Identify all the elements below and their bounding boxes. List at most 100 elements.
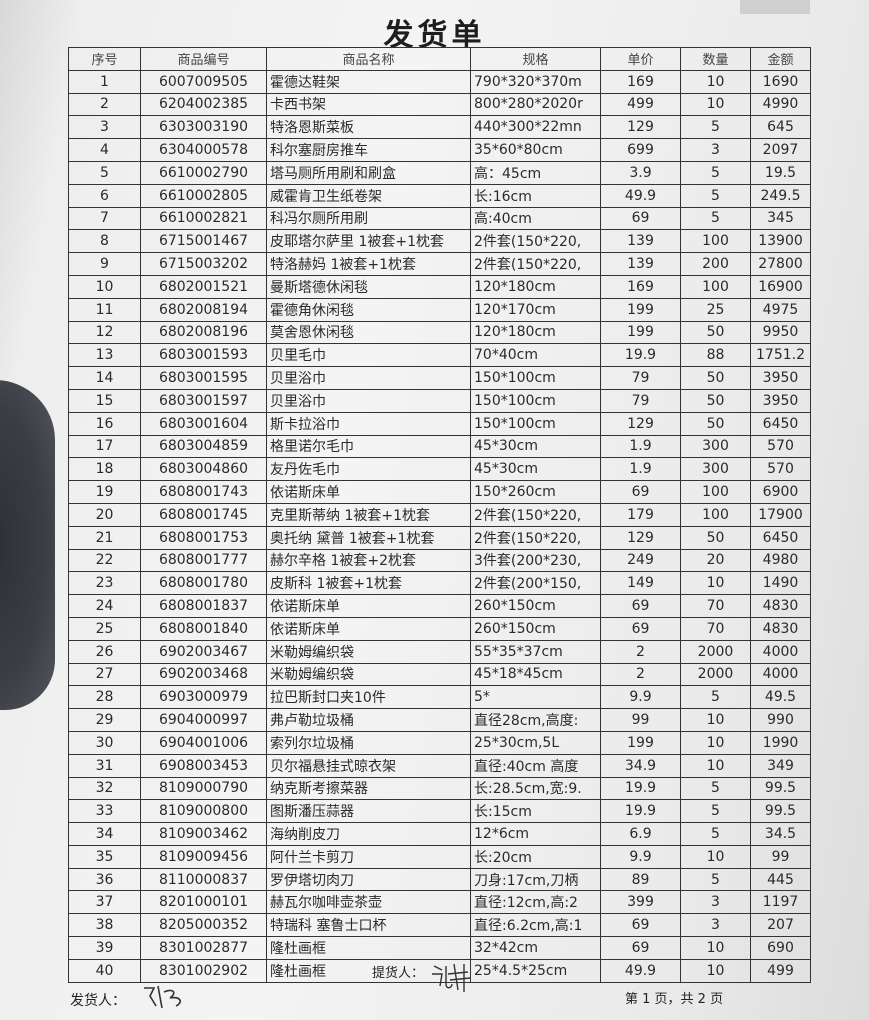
table-row: 8 6715001467 皮耶塔尔萨里 1被套+1枕套 2件套(150*220, 139…: [68, 229, 811, 254]
product-code-cell: 6304000578: [140, 138, 267, 162]
table-row: 10 6802001521 曼斯塔德休闲毯 120*180cm 169 100 16900: [68, 274, 811, 299]
specification-cell: 120*180cm: [470, 320, 601, 345]
row-number-cell: 24: [68, 594, 141, 618]
unit-price-cell: 1.9: [600, 457, 681, 482]
specification-cell: 12*6cm: [470, 822, 601, 846]
unit-price-cell: 9.9: [600, 685, 681, 710]
unit-price-cell: 139: [600, 252, 681, 276]
row-number-cell: 1: [68, 69, 141, 94]
unit-price-cell: 6.9: [600, 822, 681, 846]
product-code-cell: 8110000837: [140, 867, 267, 892]
row-number-cell: 38: [68, 913, 141, 938]
product-code-cell: 6904001006: [140, 730, 267, 755]
unit-price-cell: 699: [600, 138, 681, 162]
specification-cell: 2件套(200*150,: [470, 571, 601, 596]
specification-cell: 长:15cm: [470, 799, 601, 824]
quantity-cell: 5: [680, 867, 751, 892]
table-row: 29 6904000997 弗卢勒垃圾桶 直径28cm,高度: 99 10 990: [68, 708, 811, 732]
quantity-cell: 10: [680, 958, 751, 983]
column-header: 单价: [600, 47, 681, 71]
product-code-cell: 6803001593: [140, 343, 267, 368]
unit-price-cell: 79: [600, 366, 681, 390]
quantity-cell: 10: [680, 936, 751, 960]
table-row: 1 6007009505 霍德达鞋架 790*320*370m 169 10 1690: [68, 69, 811, 94]
table-row: 36 8110000837 罗伊塔切肉刀 刀身:17cm,刀柄 89 5 445: [68, 867, 811, 892]
receiver-label: 提货人：: [372, 966, 425, 981]
amount-cell: 99: [750, 844, 811, 869]
product-name-cell: 阿什兰卡剪刀: [266, 844, 471, 869]
table-row: 26 6902003467 米勒姆编织袋 55*35*37cm 2 2000 4000: [68, 639, 811, 664]
specification-cell: 长:28.5cm,宽:9.: [470, 776, 601, 801]
column-header: 商品编号: [140, 47, 267, 71]
specification-cell: 790*320*370m: [470, 69, 601, 94]
quantity-cell: 100: [680, 502, 751, 527]
row-number-cell: 15: [68, 388, 141, 413]
unit-price-cell: 49.9: [600, 183, 681, 208]
specification-cell: 高：45cm: [470, 160, 601, 185]
product-name-cell: 依诺斯床单: [266, 480, 471, 504]
row-number-cell: 13: [68, 343, 141, 368]
row-number-cell: 2: [68, 92, 141, 117]
amount-cell: 990: [750, 708, 811, 732]
row-number-cell: 19: [68, 480, 141, 504]
quantity-cell: 5: [680, 183, 751, 208]
row-number-cell: 35: [68, 844, 141, 869]
table-row: 40 8301002902 隆杜画框 25*4.5*25cm 49.9 10 499: [68, 958, 811, 983]
amount-cell: 19.5: [750, 160, 811, 185]
amount-cell: 34.5: [750, 822, 811, 846]
row-number-cell: 20: [68, 502, 141, 527]
specification-cell: 直径:6.2cm,高:1: [470, 913, 601, 938]
product-name-cell: 依诺斯床单: [266, 616, 471, 641]
amount-cell: 16900: [750, 274, 811, 299]
row-number-cell: 12: [68, 320, 141, 345]
unit-price-cell: 499: [600, 92, 681, 117]
quantity-cell: 10: [680, 708, 751, 732]
row-number-cell: 5: [68, 160, 141, 185]
specification-cell: 55*35*37cm: [470, 639, 601, 664]
amount-cell: 349: [750, 753, 811, 778]
quantity-cell: 10: [680, 753, 751, 778]
row-number-cell: 29: [68, 708, 141, 732]
column-header: 金额: [750, 47, 811, 71]
row-number-cell: 34: [68, 822, 141, 846]
table-row: 5 6610002790 塔马厕所用刷和刷盒 高：45cm 3.9 5 19.5: [68, 160, 811, 185]
row-number-cell: 10: [68, 274, 141, 299]
table-row: 19 6808001743 依诺斯床单 150*260cm 69 100 6900: [68, 480, 811, 504]
table-row: 32 8109000790 纳克斯考擦菜器 长:28.5cm,宽:9. 19.9 5 99.…: [68, 776, 811, 801]
product-name-cell: 奥托纳 黛普 1被套+1枕套: [266, 525, 471, 550]
product-code-cell: 6808001777: [140, 548, 267, 573]
row-number-cell: 39: [68, 936, 141, 960]
product-name-cell: 米勒姆编织袋: [266, 639, 471, 664]
amount-cell: 645: [750, 115, 811, 140]
product-name-cell: 隆杜画框: [266, 958, 471, 983]
specification-cell: 800*280*2020r: [470, 92, 601, 117]
thumb-holding-paper: [0, 380, 55, 710]
quantity-cell: 5: [680, 160, 751, 185]
table-row: 7 6610002821 科冯尔厕所用刷 高:40cm 69 5 345: [68, 206, 811, 231]
product-code-cell: 6802008194: [140, 297, 267, 322]
product-code-cell: 6715003202: [140, 252, 267, 276]
specification-cell: 150*260cm: [470, 480, 601, 504]
table-row: 28 6903000979 拉巴斯封口夹10件 5* 9.9 5 49.5: [68, 685, 811, 710]
amount-cell: 570: [750, 457, 811, 482]
quantity-cell: 2000: [680, 639, 751, 664]
shipper-label: 发货人：: [70, 993, 126, 1009]
row-number-cell: 3: [68, 115, 141, 140]
product-code-cell: 6610002821: [140, 206, 267, 231]
amount-cell: 4980: [750, 548, 811, 573]
table-row: 3 6303003190 特洛恩斯菜板 440*300*22mn 129 5 645: [68, 115, 811, 140]
product-code-cell: 6715001467: [140, 229, 267, 254]
row-number-cell: 28: [68, 685, 141, 710]
amount-cell: 4830: [750, 594, 811, 618]
row-number-cell: 22: [68, 548, 141, 573]
product-name-cell: 图斯潘压蒜器: [266, 799, 471, 824]
unit-price-cell: 89: [600, 867, 681, 892]
specification-cell: 120*180cm: [470, 274, 601, 299]
amount-cell: 27800: [750, 252, 811, 276]
quantity-cell: 3: [680, 138, 751, 162]
quantity-cell: 10: [680, 844, 751, 869]
product-code-cell: 6902003467: [140, 639, 267, 664]
specification-cell: 120*170cm: [470, 297, 601, 322]
row-number-cell: 25: [68, 616, 141, 641]
amount-cell: 3950: [750, 366, 811, 390]
